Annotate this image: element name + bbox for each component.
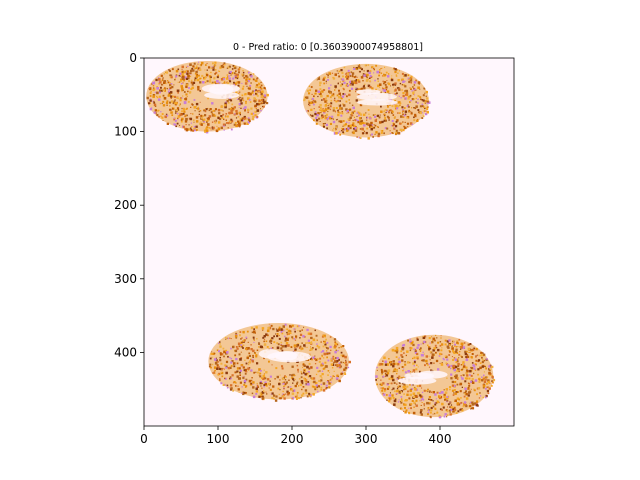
axes-frame [143, 57, 515, 427]
y-tick-label: 100 [114, 125, 137, 139]
x-tick-label: 200 [281, 432, 304, 446]
y-tick-label: 400 [114, 345, 137, 359]
x-tick-label: 100 [207, 432, 230, 446]
y-tick-label: 200 [114, 198, 137, 212]
figure-title: 0 - Pred ratio: 0 [0.3603900074958801] [233, 42, 423, 53]
bottom-right-section [374, 334, 496, 419]
y-tick-label: 0 [129, 51, 137, 65]
y-tick-label: 300 [114, 272, 137, 286]
top-right-section [303, 63, 431, 140]
x-tick-label: 0 [140, 432, 148, 446]
x-axis: 0 100 200 300 400 [140, 426, 451, 446]
x-tick-label: 300 [355, 432, 378, 446]
top-left-section [146, 60, 269, 134]
x-tick-label: 400 [429, 432, 452, 446]
bottom-left-section [208, 322, 351, 402]
y-axis: 0 100 200 300 400 [114, 51, 144, 359]
tissue-layer [146, 60, 496, 419]
